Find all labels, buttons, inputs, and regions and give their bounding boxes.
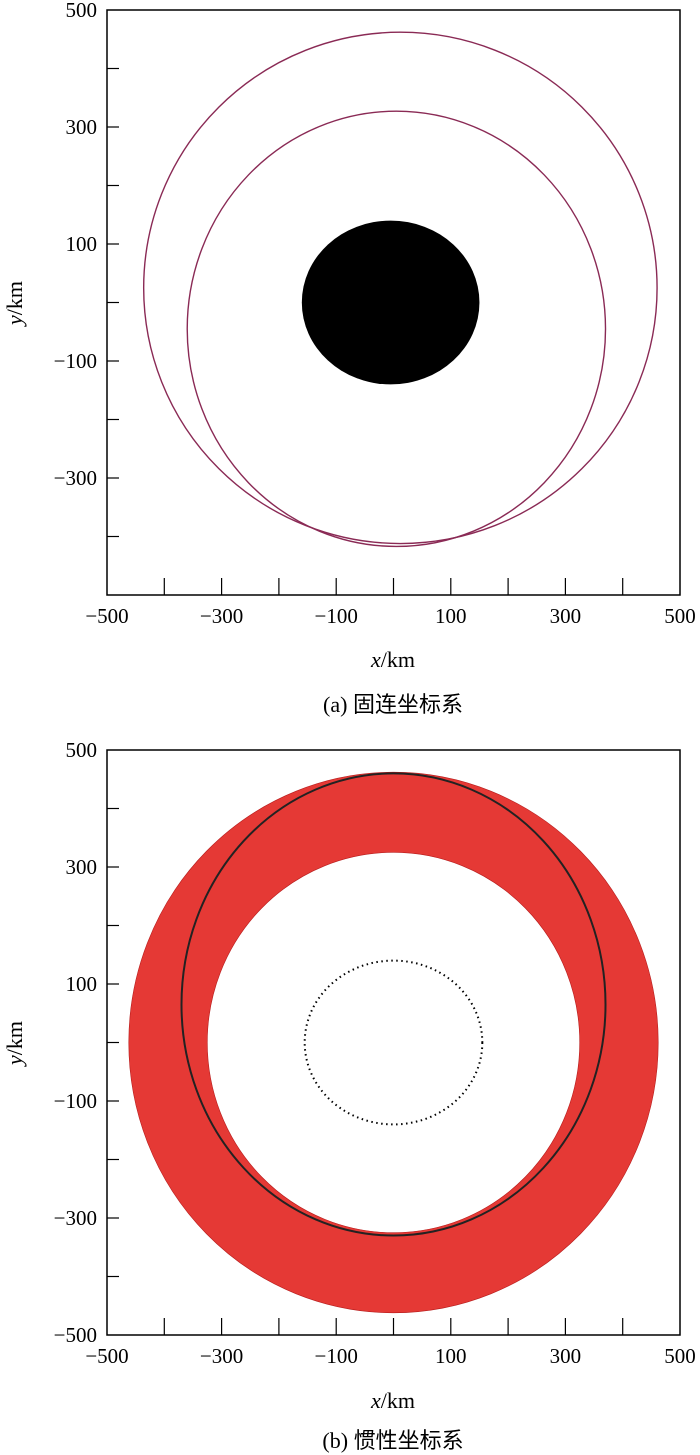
x-tick-label-a: −500: [85, 604, 128, 628]
x-tick-label-a: −300: [200, 604, 243, 628]
y-tick-label-a: 100: [66, 232, 98, 256]
y-axis-label-b: y/km: [2, 1021, 27, 1067]
orbit-trajectory-1: [142, 31, 658, 545]
x-tick-label-b: −100: [315, 1344, 358, 1368]
orbit-trajectory-2: [186, 110, 607, 548]
asteroid-outline: [303, 959, 484, 1126]
y-tick-label-a: 300: [66, 115, 98, 139]
panel-b: −500 −300 −100 100 300 500 −500 −300 −100 100 300 5…: [2, 738, 696, 1453]
y-axis-label-a: y/km: [2, 281, 27, 327]
caption-b: (b) 惯性坐标系: [322, 1428, 463, 1453]
x-tick-label-a: 100: [435, 604, 467, 628]
x-tick-label-b: 100: [435, 1344, 467, 1368]
y-tick-label-a: −100: [54, 349, 97, 373]
x-tick-label-b: 500: [664, 1344, 696, 1368]
x-tick-label-b: −300: [200, 1344, 243, 1368]
x-tick-label-b: −500: [85, 1344, 128, 1368]
plot-area-b: [128, 771, 659, 1314]
asteroid-body: [301, 220, 480, 385]
orbit-trajectory: [180, 772, 607, 1237]
caption-a: (a) 固连坐标系: [323, 692, 463, 717]
x-tick-label-a: −100: [315, 604, 358, 628]
y-tick-label-b: 300: [66, 855, 98, 879]
x-tick-label-a: 300: [550, 604, 582, 628]
y-tick-label-b: −300: [54, 1206, 97, 1230]
y-tick-label-a: 500: [66, 0, 98, 22]
ticks-b: −500 −300 −100 100 300 500 −500 −300 −100 100 300 5…: [54, 738, 696, 1368]
panel-a: −500 −300 −100 100 300 500 −300 −100 100 300 500 x…: [2, 0, 696, 717]
y-tick-label-b: −500: [54, 1323, 97, 1347]
x-tick-label-b: 300: [550, 1344, 582, 1368]
x-axis-label-a: x/km: [370, 647, 415, 672]
y-tick-label-b: 500: [66, 738, 98, 762]
trajectory-band: [128, 771, 659, 1314]
x-axis-label-b: x/km: [370, 1388, 415, 1413]
y-tick-label-a: −300: [54, 466, 97, 490]
ticks-a: −500 −300 −100 100 300 500 −300 −100 100 300 500: [54, 0, 696, 628]
y-tick-label-b: 100: [66, 972, 98, 996]
x-tick-label-a: 500: [664, 604, 696, 628]
y-tick-label-b: −100: [54, 1089, 97, 1113]
plot-area-a: [142, 31, 658, 548]
